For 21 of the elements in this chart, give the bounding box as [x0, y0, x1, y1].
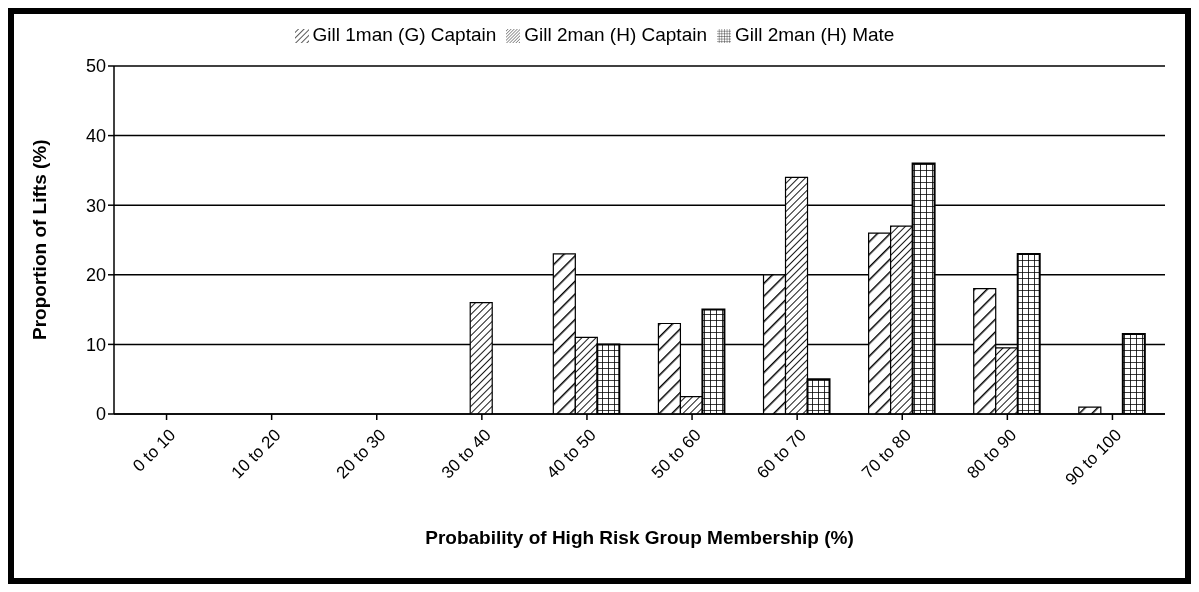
legend-label: Gill 1man (G) Captain — [312, 24, 497, 45]
legend-label: Gill 2man (H) Captain — [524, 24, 707, 45]
y-tick-label: 40 — [85, 125, 106, 146]
x-tick-label: 0 to 10 — [129, 425, 180, 476]
y-tick-label: 50 — [85, 56, 106, 77]
x-tick-label: 40 to 50 — [542, 425, 600, 483]
x-tick-label: 10 to 20 — [227, 425, 285, 483]
x-tick-label: 80 to 90 — [963, 425, 1021, 483]
x-tick-label: 90 to 100 — [1061, 425, 1126, 489]
x-tick-label: 60 to 70 — [753, 425, 810, 483]
x-tick-label: 30 to 40 — [437, 425, 495, 483]
x-tick-label: 50 to 60 — [647, 425, 705, 483]
x-tick-label: 20 to 30 — [332, 425, 390, 483]
y-tick-label: 30 — [85, 195, 106, 216]
x-tick-label: 70 to 80 — [858, 425, 916, 483]
y-tick-label: 10 — [85, 334, 106, 355]
y-tick-label: 20 — [85, 265, 106, 286]
y-tick-label: 0 — [95, 404, 106, 425]
legend-label: Gill 2man (H) Mate — [734, 24, 895, 45]
x-axis-title: Probability of High Risk Group Membership (%) — [425, 527, 854, 548]
y-axis-title: Proportion of Lifts (%) — [28, 139, 50, 340]
